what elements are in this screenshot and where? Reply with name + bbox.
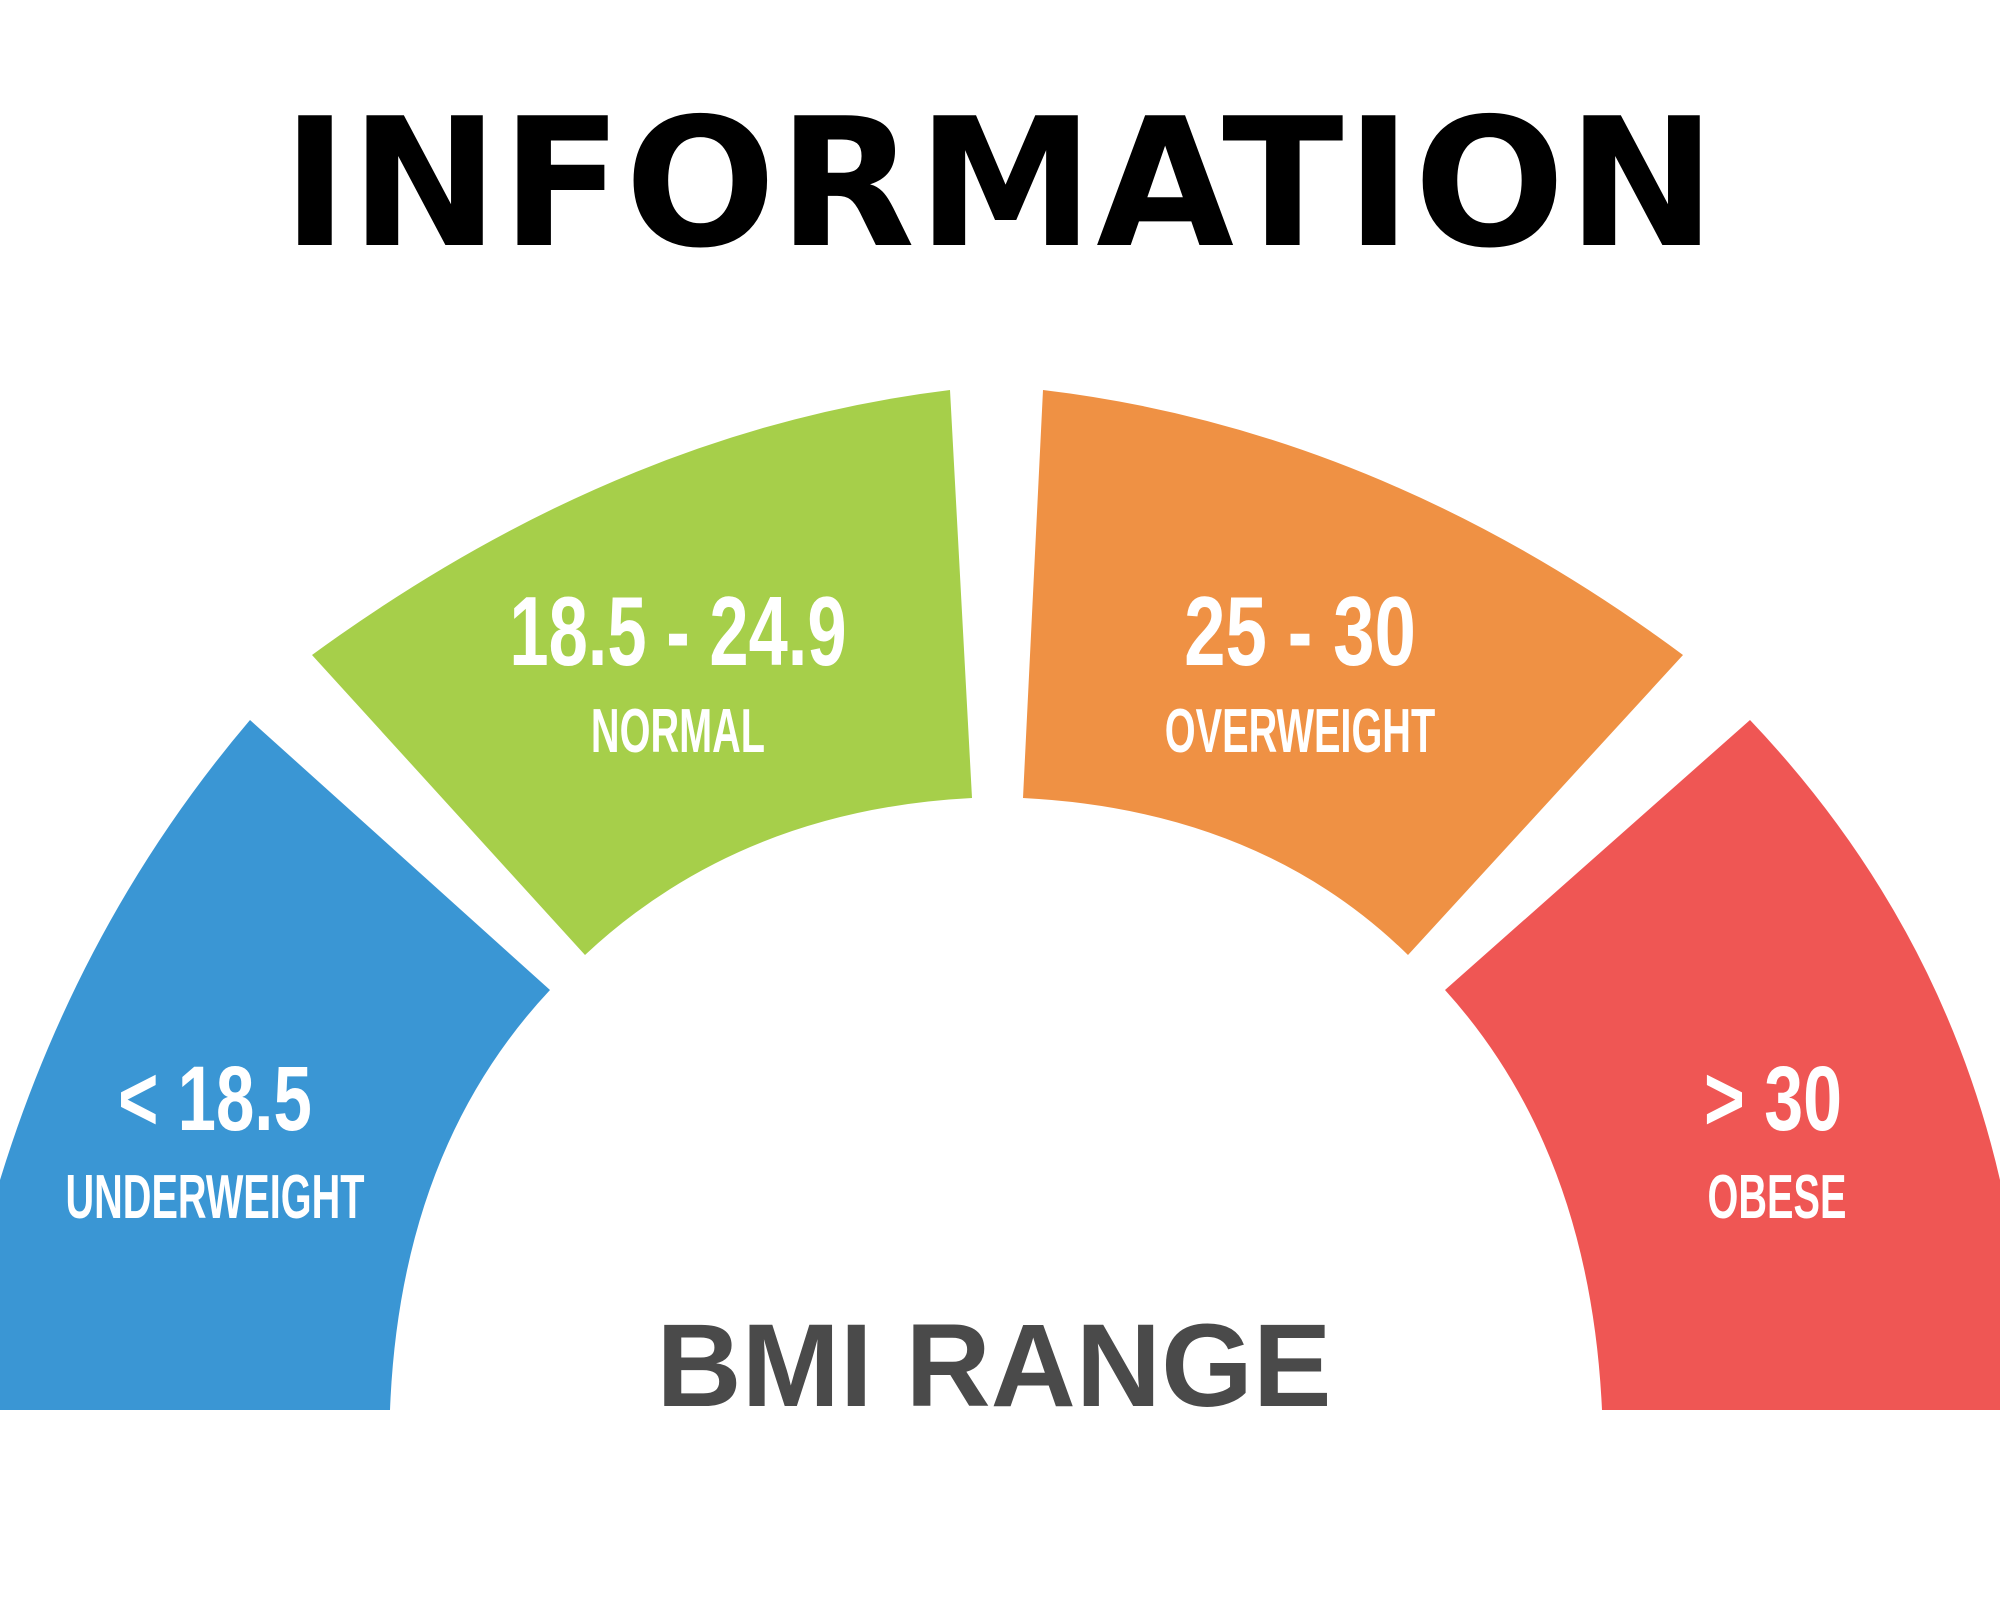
segment-obese <box>1445 720 2000 1410</box>
range-label-normal: NORMAL <box>591 697 765 766</box>
segment-underweight <box>0 720 550 1410</box>
range-value-overweight: 25 - 30 <box>1184 577 1416 686</box>
gauge-caption: BMI RANGE <box>656 1300 1331 1432</box>
page-title: INFORMATION <box>281 80 1719 287</box>
range-value-obese: > 30 <box>1704 1048 1842 1150</box>
segment-normal <box>312 390 972 955</box>
range-label-overweight: OVERWEIGHT <box>1165 697 1436 766</box>
range-label-obese: OBESE <box>1708 1163 1847 1232</box>
range-value-normal: 18.5 - 24.9 <box>509 578 846 687</box>
range-label-underweight: UNDERWEIGHT <box>65 1163 364 1232</box>
segment-overweight <box>1023 390 1683 955</box>
range-value-underweight: < 18.5 <box>118 1047 312 1150</box>
